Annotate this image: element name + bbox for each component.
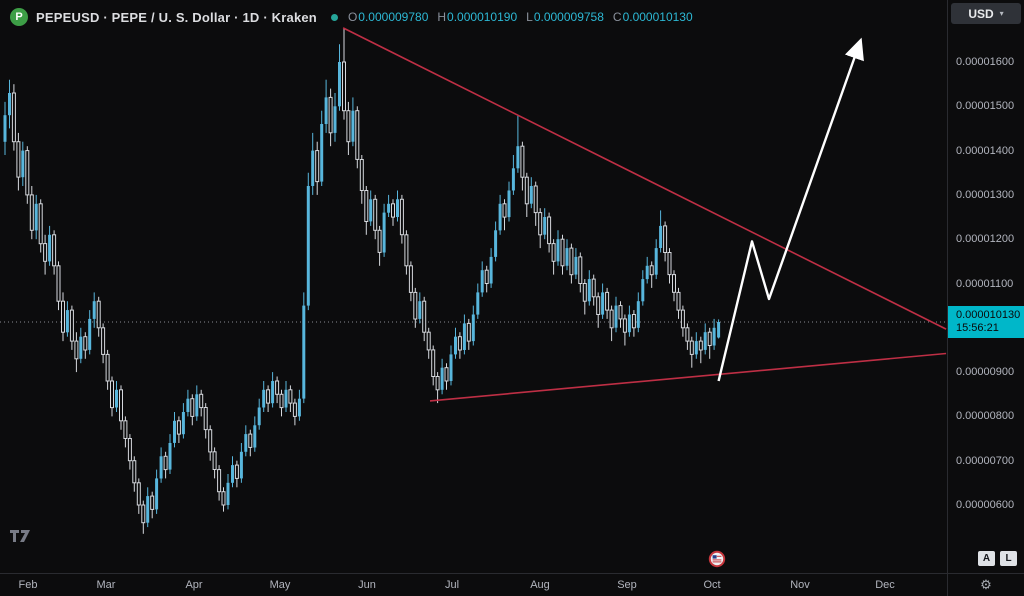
price-axis-label: 0.00000800	[956, 410, 1015, 423]
low-value: 0.000009758	[533, 10, 604, 24]
time-axis-label: Feb	[18, 579, 38, 591]
gear-icon[interactable]: ⚙	[980, 577, 992, 592]
currency-selector-label: USD	[968, 6, 994, 21]
ohlc-values: O 0.000009780 H 0.000010190 L 0.000009758 C…	[348, 10, 693, 24]
pepe-coin-logo-icon: P	[10, 8, 28, 26]
time-axis-label: Oct	[703, 579, 721, 591]
axis-settings-corner[interactable]: ⚙	[947, 573, 1024, 596]
time-axis-label: Aug	[530, 579, 550, 591]
high-value: 0.000010190	[447, 10, 518, 24]
price-axis-label: 0.00001600	[956, 56, 1015, 68]
low-label: L	[526, 10, 533, 24]
auto-scale-button[interactable]: A	[978, 551, 995, 566]
open-label: O	[347, 10, 358, 24]
realtime-status-dot-icon	[330, 13, 338, 21]
close-label: C	[612, 10, 622, 24]
time-axis-label: Jun	[358, 579, 376, 591]
chart-pane[interactable]: P PEPEUSD · PEPE / U. S. Dollar · 1D · K…	[0, 0, 947, 573]
chart-legend: P PEPEUSD · PEPE / U. S. Dollar · 1D · K…	[10, 8, 693, 26]
price-axis-label: 0.00001100	[956, 277, 1014, 290]
time-axis-label: Sep	[617, 579, 637, 591]
price-axis-label: 0.00001300	[956, 188, 1015, 201]
price-axis-label: 0.00001200	[956, 233, 1015, 246]
time-axis-label: Jul	[444, 579, 460, 591]
bar-countdown: 15:56:21	[956, 322, 999, 335]
chart-canvas[interactable]	[0, 0, 947, 573]
open-value: 0.000009780	[358, 10, 429, 24]
time-axis-label: Dec	[875, 579, 895, 591]
price-axis-label: 0.00000600	[956, 499, 1015, 511]
scale-mode-buttons: A L	[978, 551, 1017, 566]
high-label: H	[437, 10, 447, 24]
currency-selector-button[interactable]: USD ▾	[951, 3, 1021, 24]
symbol-title[interactable]: PEPEUSD · PEPE / U. S. Dollar · 1D · Kra…	[36, 9, 317, 25]
close-value: 0.000010130	[622, 10, 693, 24]
time-axis-label: Nov	[790, 579, 810, 591]
price-scale[interactable]: USD ▾ 0.00001600 0.00001500 0.00001400 0.00…	[947, 0, 1024, 573]
current-price-value: 0.000010130	[956, 309, 1021, 322]
price-axis-label: 0.00001400	[956, 144, 1015, 157]
price-axis-label: 0.00000700	[956, 454, 1015, 467]
time-axis[interactable]: Feb Mar Apr May Jun Jul Aug Sep Oct Nov Dec	[0, 573, 947, 596]
time-axis-label: Apr	[185, 579, 203, 591]
price-axis-label: 0.00000900	[956, 366, 1015, 379]
chevron-down-icon: ▾	[999, 9, 1004, 18]
us-flag-event-icon[interactable]	[708, 550, 726, 573]
price-axis-label: 0.00001500	[956, 100, 1015, 113]
time-axis-label: May	[269, 579, 291, 591]
tradingview-logo[interactable]	[10, 526, 34, 547]
time-axis-label: Mar	[96, 579, 116, 591]
log-scale-button[interactable]: L	[1000, 551, 1017, 566]
current-price-label: 0.000010130 15:56:21	[948, 306, 1024, 339]
